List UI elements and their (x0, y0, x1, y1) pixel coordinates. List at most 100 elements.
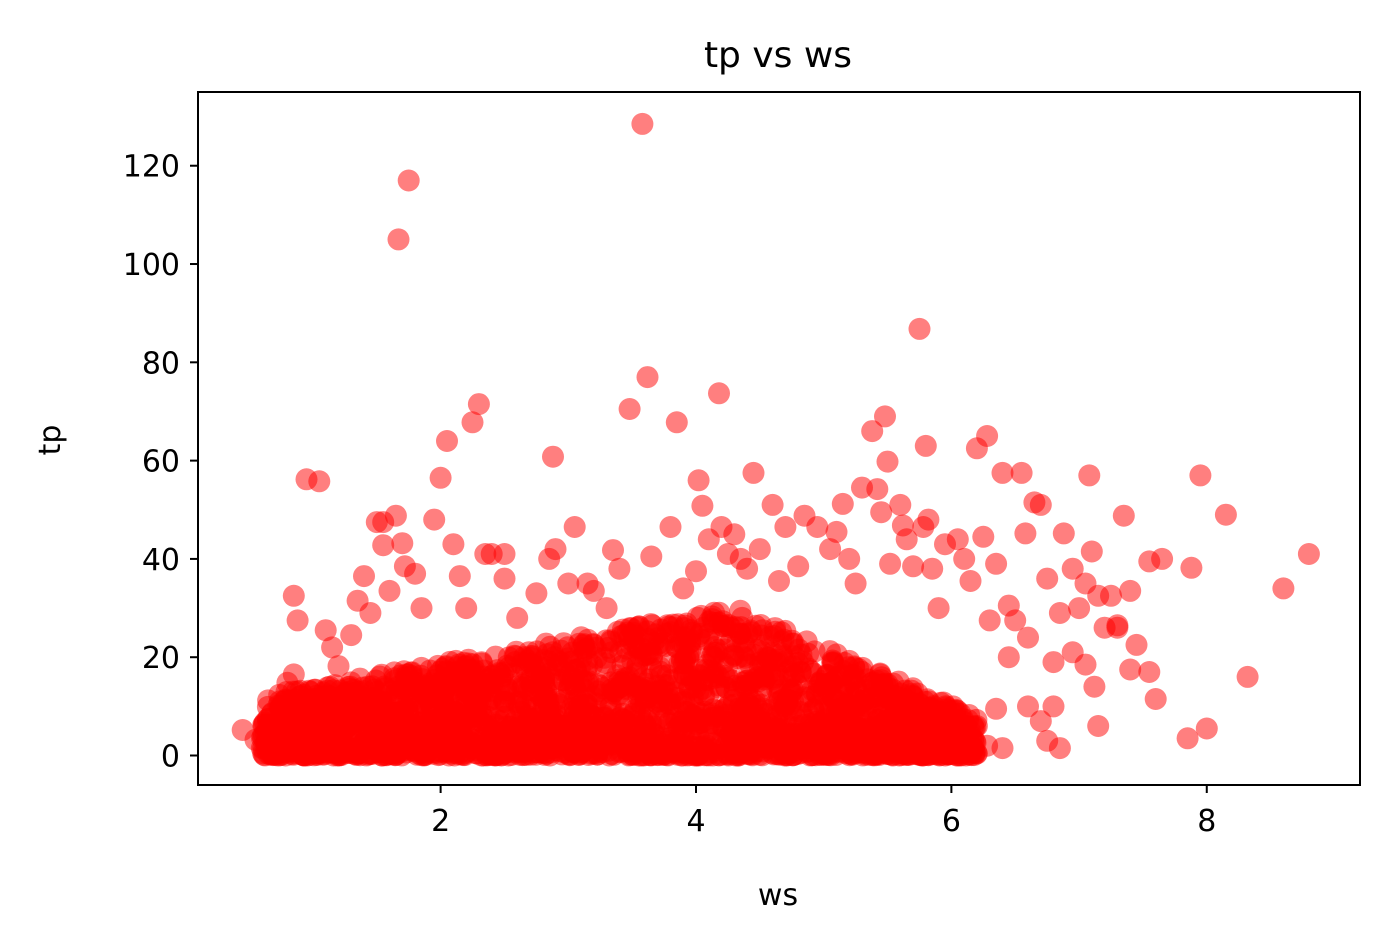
data-point (1010, 461, 1033, 484)
data-point (651, 742, 674, 765)
data-point (518, 679, 540, 701)
data-point (861, 420, 884, 443)
data-point (774, 650, 797, 673)
data-point (649, 618, 672, 641)
data-point (606, 664, 629, 687)
data-point (801, 744, 824, 767)
data-point (581, 654, 604, 677)
data-point (688, 663, 711, 686)
data-point (1138, 661, 1161, 683)
data-point (991, 461, 1014, 484)
data-point (478, 668, 501, 691)
data-point (701, 645, 724, 668)
data-point (506, 606, 529, 629)
data-point (461, 411, 484, 434)
data-point (672, 577, 695, 600)
data-point (927, 597, 950, 620)
x-axis: 2 4 6 8 (431, 785, 1216, 839)
data-point (1052, 522, 1075, 545)
chart-title: tp vs ws (704, 35, 852, 76)
data-point (610, 625, 633, 648)
data-point (338, 706, 361, 729)
data-point (765, 743, 788, 765)
data-point (286, 609, 309, 632)
data-point (866, 478, 889, 501)
data-point (780, 681, 803, 704)
data-point (976, 425, 999, 447)
data-point (1151, 547, 1174, 570)
data-point (879, 552, 902, 575)
data-point (978, 609, 1001, 632)
data-point (895, 743, 918, 766)
data-point (768, 570, 790, 592)
data-point (893, 703, 916, 726)
data-point (1078, 464, 1101, 487)
data-point (1087, 715, 1110, 737)
data-point (959, 570, 982, 592)
x-tick-label: 4 (686, 804, 705, 839)
y-axis: 0 20 40 60 80 100 120 (123, 150, 198, 775)
data-point (1119, 658, 1142, 681)
data-point (665, 411, 688, 434)
data-point (659, 516, 682, 538)
data-point (831, 492, 854, 515)
data-point (1125, 633, 1148, 656)
data-point (1042, 695, 1065, 718)
data-point (447, 733, 470, 756)
data-point (608, 557, 631, 580)
data-point (902, 555, 925, 578)
data-point (837, 692, 860, 715)
data-point (391, 532, 414, 555)
data-point (865, 743, 888, 766)
data-point (316, 684, 339, 707)
data-point (622, 734, 645, 757)
data-point (590, 714, 612, 737)
data-point (455, 597, 478, 620)
data-point (631, 112, 654, 135)
data-point (612, 709, 635, 731)
data-point (1042, 651, 1065, 674)
data-point (467, 393, 490, 416)
data-point (387, 228, 410, 251)
data-point (674, 648, 696, 671)
data-point (722, 693, 745, 716)
data-point (397, 169, 420, 192)
data-point (1176, 727, 1199, 750)
data-point (985, 552, 1008, 575)
data-point (314, 708, 336, 730)
data-point (690, 604, 713, 627)
data-point (1048, 737, 1071, 760)
data-point (572, 678, 595, 701)
data-point (516, 712, 539, 735)
data-point (774, 516, 797, 538)
data-point (434, 695, 457, 718)
data-point (547, 693, 570, 716)
data-point (525, 582, 548, 605)
data-point (1106, 616, 1129, 639)
x-tick-label: 2 (431, 804, 450, 839)
data-point (423, 508, 446, 531)
data-point (876, 450, 899, 473)
data-point (683, 695, 706, 718)
data-point (519, 647, 542, 669)
data-point (1144, 688, 1167, 710)
data-point (761, 493, 784, 516)
data-point (1014, 522, 1037, 545)
data-point (429, 466, 452, 489)
data-point (740, 621, 763, 644)
data-point (1061, 557, 1084, 580)
data-point (991, 737, 1014, 760)
y-tick-label: 80 (142, 346, 180, 381)
data-point (455, 702, 478, 725)
data-point (1119, 579, 1142, 602)
data-point (691, 494, 714, 517)
data-point (736, 557, 759, 580)
data-point (889, 493, 912, 516)
data-point (936, 712, 959, 735)
data-point (819, 538, 842, 561)
data-point (426, 654, 449, 677)
data-point (965, 715, 988, 737)
data-point (542, 445, 564, 468)
data-point (723, 523, 746, 546)
